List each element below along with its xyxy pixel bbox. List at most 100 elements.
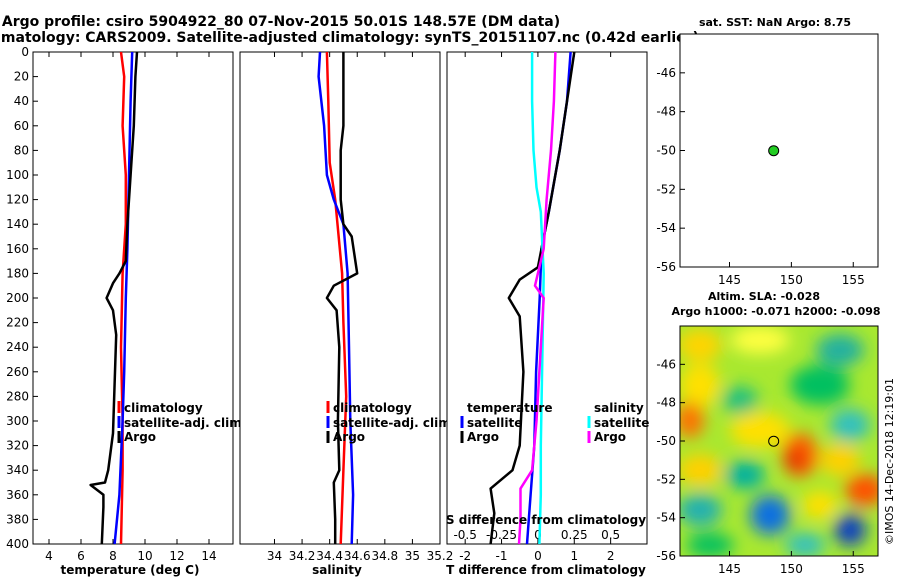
depth-tick-label: 40	[14, 94, 29, 108]
map-x-tick-label: 150	[780, 273, 803, 287]
x-tick-label: -1	[496, 549, 508, 563]
x-tick-label: 0	[534, 549, 542, 563]
legend-label-satellite: satellite-adj. clim.	[333, 416, 455, 430]
x-tick-label: 4	[45, 549, 53, 563]
sst-map-panel: sat. SST: NaN Argo: 8.75 145 150 155 -46-4…	[656, 16, 879, 287]
x-tick-label: 34.6	[344, 549, 371, 563]
depth-tick-label: 60	[14, 119, 29, 133]
series-line-argo	[325, 52, 359, 544]
legend-label-satellite: satellite-adj. clim.	[124, 416, 246, 430]
depth-tick-label: 280	[6, 389, 29, 403]
legend-label-t-satellite: satellite	[467, 416, 522, 430]
series-line-t-argo	[489, 51, 576, 545]
map-x-tick-label: 155	[842, 273, 865, 287]
series-line-climatology	[325, 51, 348, 545]
temperature-xlabel: temperature (deg C)	[61, 563, 200, 577]
x-tick-label: 8	[109, 549, 117, 563]
sla-map-subtitle: Argo h1000: -0.071 h2000: -0.098	[671, 305, 880, 318]
difference-xlabel: T difference from climatology	[446, 563, 646, 577]
sla-map-points	[768, 435, 780, 447]
depth-tick-label: 260	[6, 365, 29, 379]
sst-map-points	[768, 145, 780, 157]
sla-heatmap-blobs	[680, 326, 878, 556]
depth-tick-label: 320	[6, 439, 29, 453]
legend-title-temperature: temperature	[467, 401, 552, 415]
sst-map-y-ticks: -46 -48 -50 -52 -54 -56	[656, 66, 685, 274]
sla-map-title: Altim. SLA: -0.028	[708, 290, 820, 303]
figure-title-line1: Argo profile: csiro 5904922_80 07-Nov-20…	[2, 14, 560, 30]
depth-tick-label: 200	[6, 291, 29, 305]
legend-title-salinity: salinity	[594, 401, 644, 415]
x-tick-label: 2	[607, 549, 615, 563]
temperature-series	[89, 51, 139, 545]
legend-label-climatology: climatology	[124, 401, 203, 415]
map-y-tick-label: -50	[656, 144, 676, 158]
series-line-s-satellite	[530, 52, 545, 545]
difference-x2label: S difference from climatology	[446, 513, 646, 527]
difference-axes-box	[446, 51, 648, 545]
difference-legend: temperature satellite Argo salinity sate…	[460, 401, 649, 444]
x-tick-label: 6	[77, 549, 85, 563]
x-tick-label: 35	[405, 549, 420, 563]
argo-location-point	[768, 435, 780, 447]
depth-tick-label: 240	[6, 340, 29, 354]
map-y-tick-label: -56	[656, 549, 676, 563]
salinity-legend: climatology satellite-adj. clim. Argo	[326, 401, 455, 444]
depth-tick-label: 180	[6, 266, 29, 280]
legend-label-climatology: climatology	[333, 401, 412, 415]
temperature-legend: climatology satellite-adj. clim. Argo	[117, 401, 246, 444]
sla-map-y-ticks: -46 -48 -50 -52 -54 -56	[656, 357, 685, 563]
depth-tick-label: 100	[6, 168, 29, 182]
legend-label-s-satellite: satellite	[594, 416, 649, 430]
x2-tick-label: -0.25	[486, 528, 517, 542]
map-y-tick-label: -56	[656, 260, 676, 274]
difference-x2-ticks: -0.5 -0.25 0 0.25 0.5	[453, 528, 620, 542]
x2-tick-label: -0.5	[453, 528, 476, 542]
sla-map-panel: Altim. SLA: -0.028 Argo h1000: -0.071 h2…	[656, 290, 880, 576]
map-y-tick-label: -50	[656, 434, 676, 448]
sla-heatmap	[680, 326, 878, 556]
map-y-tick-label: -52	[656, 182, 676, 196]
x2-tick-label: 0.25	[561, 528, 588, 542]
salinity-panel: 34 34.2 34.4 34.6 34.8 35 35.2 salinity climat…	[239, 51, 455, 577]
sst-map-x-ticks: 145 150 155	[718, 262, 865, 287]
map-x-tick-label: 145	[718, 273, 741, 287]
map-x-tick-label: 150	[780, 562, 803, 576]
depth-tick-label: 340	[6, 463, 29, 477]
map-x-tick-label: 155	[842, 562, 865, 576]
map-y-tick-label: -54	[656, 511, 676, 525]
legend-label-argo: Argo	[333, 430, 365, 444]
salinity-x-ticks: 34 34.2 34.4 34.6 34.8 35 35.2	[267, 52, 453, 563]
x-tick-label: 14	[201, 549, 216, 563]
depth-tick-label: 300	[6, 414, 29, 428]
temperature-x-ticks: 4 6 8 10 12 14	[45, 52, 217, 563]
map-y-tick-label: -48	[656, 396, 676, 410]
difference-panel: -2 -1 0 1 2 -0.5 -0.25 0 0.25 0.5 T difference f…	[446, 51, 649, 577]
temperature-panel: 0 20 40 60 80 100 120 140 160 180 200 220 240 260 280 3…	[6, 45, 246, 577]
series-line-argo	[89, 51, 139, 545]
x2-tick-label: 0	[534, 528, 542, 542]
x-tick-label: 1	[570, 549, 578, 563]
series-line-satellite-adj-clim-	[113, 51, 134, 545]
map-y-tick-label: -46	[656, 66, 676, 80]
x-tick-label: 12	[169, 549, 184, 563]
legend-label-t-argo: Argo	[467, 430, 499, 444]
x-tick-label: 10	[137, 549, 152, 563]
argo-location-point	[768, 145, 780, 157]
depth-tick-label: 20	[14, 70, 29, 84]
map-x-tick-label: 145	[718, 562, 741, 576]
difference-series	[489, 51, 576, 545]
depth-tick-label: 220	[6, 316, 29, 330]
legend-label-argo: Argo	[124, 430, 156, 444]
depth-tick-label: 360	[6, 488, 29, 502]
x-tick-label: 34	[267, 549, 282, 563]
x-tick-label: 34.2	[289, 549, 316, 563]
imos-watermark: ©IMOS 14-Dec-2018 12:19:01	[883, 378, 896, 545]
x2-tick-label: 0.5	[601, 528, 620, 542]
depth-tick-label: 80	[14, 143, 29, 157]
salinity-series	[317, 51, 359, 545]
x-tick-label: -2	[459, 549, 471, 563]
x-tick-label: 34.4	[316, 549, 343, 563]
depth-tick-label: 140	[6, 217, 29, 231]
